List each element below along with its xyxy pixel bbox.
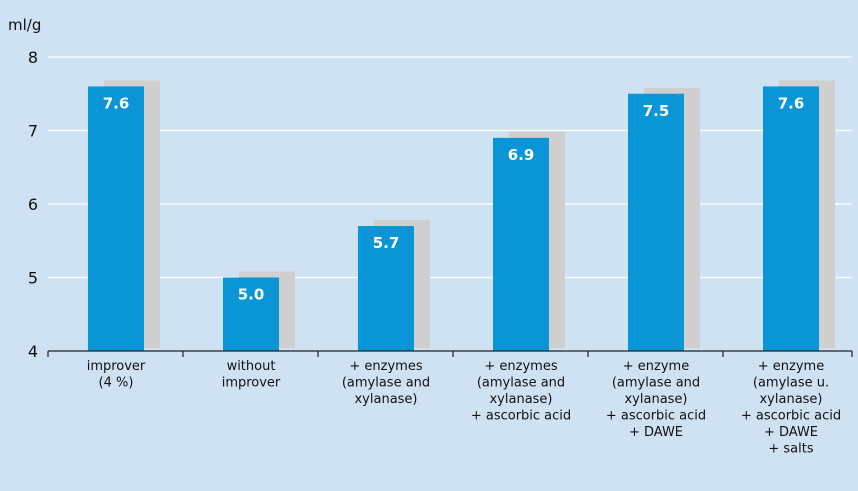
y-tick-label: 8 [28,48,38,67]
category-label-line: xylanase) [489,392,552,407]
bar [493,137,549,351]
y-axis-unit-label: ml/g [8,16,41,34]
category-label-line: + ascorbic acid [471,409,571,424]
category-label-line: xylanase) [354,392,417,407]
category-label-line: + enzymes [484,359,557,374]
bar-value-labels: 7.6 5.0 5.7 6.9 7.5 7.6 [103,94,805,303]
category-label-line: + enzyme [758,359,824,374]
category-label: without improver [222,359,281,391]
category-label-line: improver [87,359,146,374]
bar [88,86,144,352]
y-axis-ticks: 4 5 6 7 8 [28,48,38,361]
category-label-line: without [227,359,276,374]
category-label-line: (4 %) [99,376,134,391]
category-label-line: (amylase and [612,376,700,391]
y-tick-label: 7 [28,122,38,141]
category-label-line: (amylase and [342,376,430,391]
category-label-line: improver [222,376,281,391]
category-label-line: + DAWE [764,425,818,440]
category-label-line: + ascorbic acid [606,409,706,424]
y-tick-label: 5 [28,269,38,288]
x-axis-ticks [47,351,853,357]
y-tick-label: 4 [28,342,38,361]
category-label-line: + enzyme [623,359,689,374]
category-label-line: xylanase) [759,392,822,407]
category-label: improver (4 %) [87,359,146,391]
category-labels: improver (4 %) without improver + enzymes (am… [87,359,841,457]
category-label-line: (amylase and [477,376,565,391]
bar-value-label: 6.9 [508,146,535,164]
bar [223,277,279,351]
bar-value-label: 5.7 [373,234,400,252]
category-label: + enzymes (amylase and xylanase) [342,359,430,407]
bar [763,86,819,352]
category-label-line: xylanase) [624,392,687,407]
category-label: + enzyme (amylase and xylanase) + ascorbic … [606,359,706,440]
category-label: + enzymes (amylase and xylanase) + ascorbic… [471,359,571,424]
category-label-line: + DAWE [629,425,683,440]
bar-value-label: 7.6 [103,94,130,112]
grid-lines [48,56,852,279]
bar [628,93,684,351]
bars [88,86,819,352]
category-label-line: + salts [768,442,813,457]
category-label-line: + ascorbic acid [741,409,841,424]
category-label-line: + enzymes [349,359,422,374]
category-label-line: (amylase u. [753,376,829,391]
category-label: + enzyme (amylase u. xylanase) + ascorbic a… [741,359,841,457]
bar-value-label: 5.0 [238,286,265,304]
bar-value-label: 7.5 [643,102,670,120]
bar-value-label: 7.6 [778,94,805,112]
bar-shadows [104,80,835,349]
bar [358,226,414,351]
y-tick-label: 6 [28,195,38,214]
